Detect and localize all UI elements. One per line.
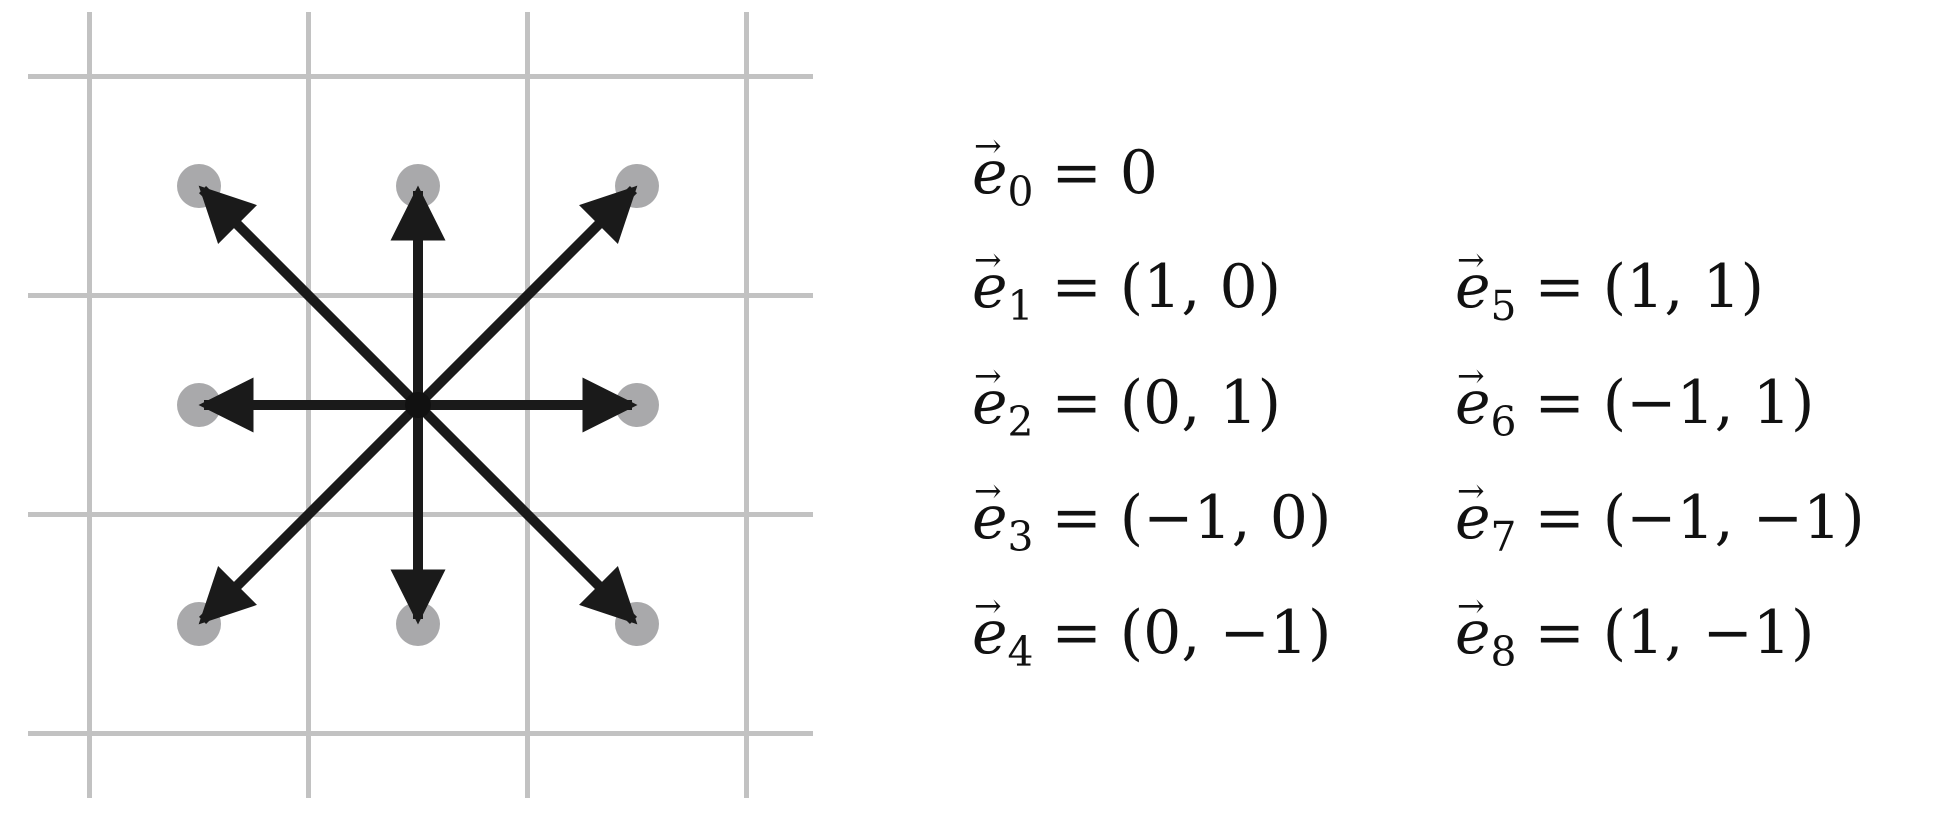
vector-subscript: 0	[1007, 168, 1034, 217]
equals-sign: =	[1534, 598, 1585, 668]
vector-subscript: 8	[1490, 628, 1517, 677]
vector-letter: e	[972, 598, 1008, 668]
vector-arrow-accent: →	[973, 356, 1002, 396]
vector-value: (1, 1)	[1602, 252, 1765, 322]
vector-e7-equation: → e 7 = (−1, −1)	[1455, 474, 1865, 562]
vector-subscript: 3	[1007, 513, 1034, 562]
velocity-arrow-e6	[198, 185, 422, 409]
vector-arrow-accent: →	[1456, 240, 1485, 280]
equals-sign: =	[1051, 368, 1102, 438]
vector-e8-equation: → e 8 = (1, −1)	[1455, 589, 1814, 677]
vector-symbol: → e	[972, 359, 1008, 433]
vector-arrow-accent: →	[1456, 586, 1485, 626]
vector-subscript: 7	[1490, 513, 1517, 562]
vector-subscript: 6	[1490, 398, 1517, 447]
vector-value: (0, −1)	[1119, 598, 1332, 668]
vector-e5-equation: → e 5 = (1, 1)	[1455, 243, 1764, 331]
vector-arrow-accent: →	[973, 240, 1002, 280]
vector-letter: e	[1455, 368, 1491, 438]
vector-subscript: 5	[1490, 282, 1517, 331]
vector-letter: e	[1455, 252, 1491, 322]
equals-sign: =	[1051, 252, 1102, 322]
vector-value: (0, 1)	[1119, 368, 1282, 438]
velocity-arrows	[198, 185, 638, 625]
equals-sign: =	[1051, 483, 1102, 553]
vector-symbol: → e	[972, 474, 1008, 548]
vector-value: (1, −1)	[1602, 598, 1815, 668]
vector-arrow-accent: →	[973, 126, 1002, 166]
lattice-diagram	[28, 12, 813, 798]
vector-subscript: 2	[1007, 398, 1034, 447]
vector-symbol: → e	[1455, 589, 1491, 663]
vector-value: (−1, 1)	[1602, 368, 1815, 438]
equals-sign: =	[1051, 598, 1102, 668]
vector-subscript: 1	[1007, 282, 1034, 331]
vector-e2-equation: → e 2 = (0, 1)	[972, 359, 1281, 447]
vector-e4-equation: → e 4 = (0, −1)	[972, 589, 1331, 677]
vector-symbol: → e	[1455, 243, 1491, 317]
vector-subscript: 4	[1007, 628, 1034, 677]
vector-arrow-accent: →	[973, 586, 1002, 626]
vector-symbol: → e	[972, 129, 1008, 203]
vector-e6-equation: → e 6 = (−1, 1)	[1455, 359, 1814, 447]
velocity-arrow-e8	[414, 401, 638, 625]
vector-letter: e	[972, 138, 1008, 208]
vector-symbol: → e	[972, 243, 1008, 317]
center-node	[405, 392, 431, 418]
vector-letter: e	[972, 252, 1008, 322]
vector-value: 0	[1119, 138, 1158, 208]
equals-sign: =	[1534, 483, 1585, 553]
vector-letter: e	[1455, 598, 1491, 668]
equals-sign: =	[1534, 368, 1585, 438]
equals-sign: =	[1534, 252, 1585, 322]
vector-value: (−1, 0)	[1119, 483, 1332, 553]
vector-symbol: → e	[1455, 474, 1491, 548]
vector-value: (1, 0)	[1119, 252, 1282, 322]
vector-symbol: → e	[972, 589, 1008, 663]
vector-e1-equation: → e 1 = (1, 0)	[972, 243, 1281, 331]
velocity-arrow-e7	[198, 401, 422, 625]
vector-letter: e	[972, 483, 1008, 553]
velocity-arrow-e5	[414, 185, 638, 409]
vector-arrow-accent: →	[1456, 356, 1485, 396]
vector-letter: e	[972, 368, 1008, 438]
vector-arrow-accent: →	[1456, 471, 1485, 511]
vector-symbol: → e	[1455, 359, 1491, 433]
vector-value: (−1, −1)	[1602, 483, 1865, 553]
vector-e0-equation: → e 0 = 0	[972, 129, 1158, 217]
vector-arrow-accent: →	[973, 471, 1002, 511]
equals-sign: =	[1051, 138, 1102, 208]
vector-e3-equation: → e 3 = (−1, 0)	[972, 474, 1331, 562]
vector-letter: e	[1455, 483, 1491, 553]
